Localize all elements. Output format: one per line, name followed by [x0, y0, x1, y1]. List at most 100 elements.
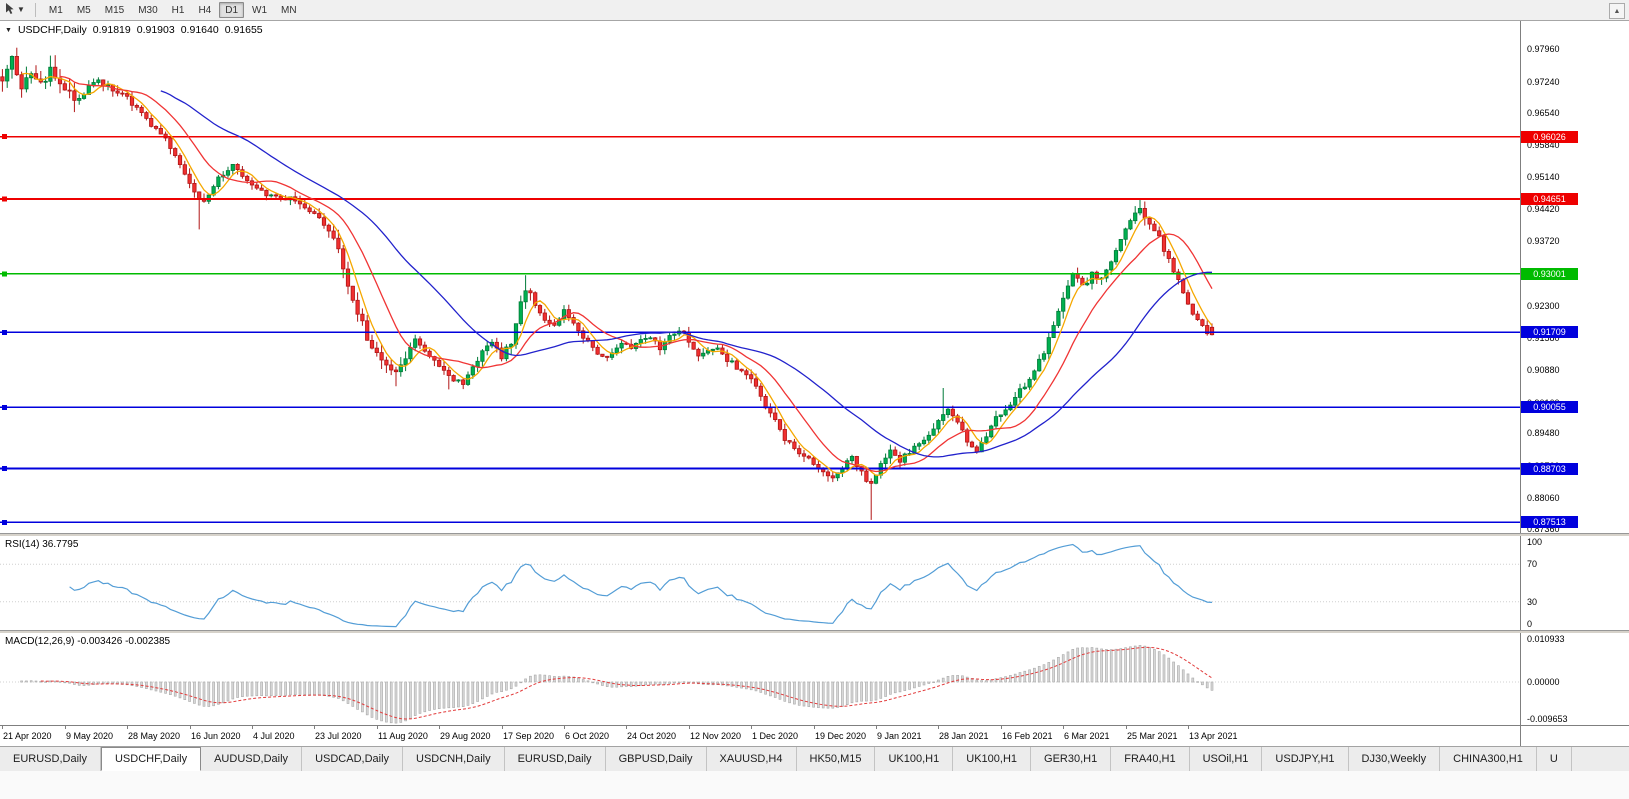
- rsi-axis-label: 70: [1527, 559, 1538, 569]
- price-tag[interactable]: 0.93001: [1521, 268, 1578, 280]
- symbol-tab[interactable]: DJ30,Weekly: [1348, 747, 1441, 771]
- date-tick: [814, 726, 815, 729]
- date-tick: [751, 726, 752, 729]
- date-label: 11 Aug 2020: [378, 731, 428, 741]
- symbol-tab[interactable]: EURUSD,Daily: [0, 747, 101, 771]
- symbol-tab[interactable]: EURUSD,Daily: [504, 747, 606, 771]
- rsi-chart[interactable]: [0, 536, 1521, 630]
- symbol-tab[interactable]: HK50,M15: [796, 747, 876, 771]
- price-axis-label: 0.94420: [1527, 204, 1560, 214]
- symbol-tab[interactable]: USDCHF,Daily: [100, 747, 202, 771]
- price-tag[interactable]: 0.96026: [1521, 131, 1578, 143]
- date-label: 4 Jul 2020: [253, 731, 295, 741]
- ohlc-high-value: 0.91903: [136, 24, 175, 36]
- date-label: 16 Feb 2021: [1002, 731, 1053, 741]
- rsi-indicator-label: RSI(14) 36.7795: [5, 539, 79, 550]
- symbol-tab[interactable]: USDCAD,Daily: [302, 747, 404, 771]
- cursor-tool-icon[interactable]: [4, 2, 15, 18]
- date-tick: [689, 726, 690, 729]
- symbol-tab[interactable]: GER30,H1: [1031, 747, 1112, 771]
- symbol-tab[interactable]: UK100,H1: [953, 747, 1032, 771]
- date-tick: [1001, 726, 1002, 729]
- date-label: 28 May 2020: [128, 731, 181, 741]
- ohlc-open-value: 0.91819: [92, 24, 131, 36]
- symbol-tab[interactable]: AUDUSD,Daily: [201, 747, 303, 771]
- price-tag[interactable]: 0.91709: [1521, 326, 1578, 338]
- date-tick: [502, 726, 503, 729]
- price-tag[interactable]: 0.94651: [1521, 193, 1578, 205]
- date-label: 23 Jul 2020: [315, 731, 362, 741]
- candles: [0, 47, 1215, 520]
- horizontal-levels: [0, 134, 1521, 525]
- price-axis-label: 0.93720: [1527, 236, 1560, 246]
- date-tick: [1063, 726, 1064, 729]
- chart-title: ▼ USDCHF,Daily 0.91819 0.91903 0.91640 0…: [5, 24, 263, 36]
- rsi-axis-label: 30: [1527, 597, 1538, 607]
- date-tick: [127, 726, 128, 729]
- macd-axis-label: 0.010933: [1527, 634, 1565, 644]
- panel-divider[interactable]: [0, 533, 1629, 536]
- chart-tabs-bar: EURUSD,Daily USDCHF,Daily AUDUSD,Daily USDC…: [0, 746, 1629, 771]
- date-label: 13 Apr 2021: [1189, 731, 1238, 741]
- time-axis-corner: [1520, 726, 1629, 746]
- ohlc-low-value: 0.91640: [180, 24, 219, 36]
- symbol-tab[interactable]: U: [1536, 747, 1572, 771]
- timeframe-button-m5[interactable]: M5: [71, 2, 97, 18]
- date-tick: [876, 726, 877, 729]
- rsi-axis: 100 70 30 0: [1520, 536, 1629, 630]
- chevron-down-icon[interactable]: ▼: [17, 5, 25, 14]
- ohlc-close-value: 0.91655: [224, 24, 263, 36]
- symbol-tab[interactable]: USDJPY,H1: [1262, 747, 1349, 771]
- date-tick: [252, 726, 253, 729]
- price-axis: 0.97960 0.97240 0.96540 0.95840 0.95140 0.944…: [1520, 21, 1629, 533]
- date-tick: [314, 726, 315, 729]
- price-axis-label: 0.96540: [1527, 108, 1560, 118]
- date-label: 21 Apr 2020: [3, 731, 52, 741]
- macd-indicator-label: MACD(12,26,9) -0.003426 -0.002385: [5, 636, 171, 647]
- macd-chart[interactable]: [0, 633, 1521, 725]
- candlestick-chart[interactable]: [0, 21, 1521, 533]
- panel-divider[interactable]: [0, 630, 1629, 633]
- price-tag[interactable]: 0.88703: [1521, 463, 1578, 475]
- price-tag[interactable]: 0.87513: [1521, 516, 1578, 528]
- date-tick: [377, 726, 378, 729]
- scroll-up-button[interactable]: ▲: [1609, 3, 1625, 19]
- symbol-tab[interactable]: UK100,H1: [875, 747, 954, 771]
- date-tick: [626, 726, 627, 729]
- date-label: 24 Oct 2020: [627, 731, 677, 741]
- timeframe-button-m1[interactable]: M1: [43, 2, 69, 18]
- rsi-panel: 100 70 30 0 RSI(14) 36.7795: [0, 536, 1629, 630]
- symbol-tab[interactable]: USDCNH,Daily: [403, 747, 505, 771]
- symbol-tab[interactable]: USOil,H1: [1189, 747, 1263, 771]
- timeframe-toolbar: ▼ M1 M5 M15 M30 H1 H4 D1 W1 MN ▲: [0, 0, 1629, 21]
- price-axis-label: 0.89480: [1527, 428, 1560, 438]
- date-label: 6 Oct 2020: [565, 731, 610, 741]
- price-tag[interactable]: 0.90055: [1521, 401, 1578, 413]
- collapse-triangle-icon[interactable]: ▼: [5, 26, 12, 34]
- date-label: 1 Dec 2020: [752, 731, 799, 741]
- macd-axis: 0.010933 0.00000 -0.009653: [1520, 633, 1629, 725]
- price-axis-label: 0.87360: [1527, 524, 1560, 533]
- symbol-tab[interactable]: GBPUSD,Daily: [605, 747, 707, 771]
- date-tick: [1126, 726, 1127, 729]
- timeframe-button-mn[interactable]: MN: [275, 2, 303, 18]
- time-axis[interactable]: 21 Apr 2020 9 May 2020 28 May 2020 16 Jun 2…: [0, 725, 1629, 746]
- price-axis-label: 0.92300: [1527, 301, 1560, 311]
- timeframe-button-h4[interactable]: H4: [192, 2, 217, 18]
- toolbar-separator: [34, 3, 36, 17]
- macd-axis-label: 0.00000: [1527, 677, 1560, 687]
- timeframe-button-h1[interactable]: H1: [166, 2, 191, 18]
- timeframe-button-m15[interactable]: M15: [99, 2, 130, 18]
- symbol-tab[interactable]: FRA40,H1: [1111, 747, 1190, 771]
- date-tick: [1188, 726, 1189, 729]
- timeframe-button-w1[interactable]: W1: [246, 2, 273, 18]
- rsi-axis-label: 100: [1527, 537, 1543, 547]
- symbol-tab[interactable]: XAUUSD,H4: [706, 747, 797, 771]
- timeframe-button-m30[interactable]: M30: [132, 2, 163, 18]
- macd-signal-line: [40, 646, 1213, 720]
- date-tick: [65, 726, 66, 729]
- symbol-tab[interactable]: CHINA300,H1: [1440, 747, 1537, 771]
- timeframe-button-d1[interactable]: D1: [219, 2, 245, 18]
- date-tick: [564, 726, 565, 729]
